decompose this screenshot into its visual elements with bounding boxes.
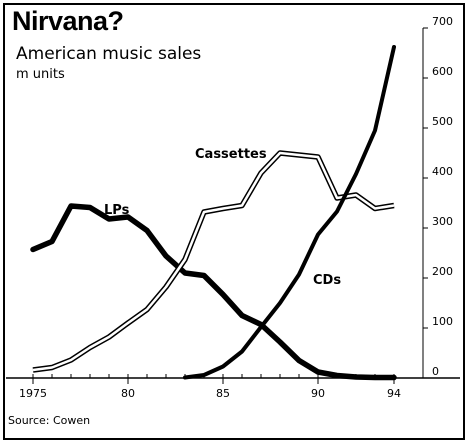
y-tick-label: 0 bbox=[432, 365, 439, 378]
y-tick-label: 600 bbox=[432, 65, 453, 78]
x-tick-label: 80 bbox=[121, 387, 135, 400]
series-line-cassettes-outer bbox=[32, 150, 395, 373]
series-line-cassettes-inner bbox=[32, 151, 395, 372]
y-ticks: 0 100 200 300 400 500 600 700 bbox=[423, 15, 453, 379]
series-cassettes bbox=[32, 150, 395, 373]
series-labels: LPs Cassettes CDs bbox=[104, 147, 341, 288]
y-axis-units: m units bbox=[16, 67, 65, 82]
series-cds bbox=[183, 45, 396, 380]
series-layer bbox=[30, 45, 397, 381]
y-tick-label: 100 bbox=[432, 315, 453, 328]
x-tick-label: 90 bbox=[311, 387, 325, 400]
chart-subtitle: American music sales bbox=[16, 44, 202, 64]
series-line-lps bbox=[30, 203, 397, 381]
y-tick-label: 700 bbox=[432, 15, 453, 28]
y-tick-label: 400 bbox=[432, 165, 453, 178]
y-tick-label: 200 bbox=[432, 265, 453, 278]
axes bbox=[6, 28, 460, 379]
y-tick-label: 500 bbox=[432, 115, 453, 128]
series-lps bbox=[30, 203, 397, 381]
x-tick-label: 85 bbox=[216, 387, 230, 400]
x-tick-label: 1975 bbox=[19, 387, 47, 400]
y-tick-label: 300 bbox=[432, 215, 453, 228]
series-label-lps: LPs bbox=[104, 203, 130, 218]
series-label-cassettes: Cassettes bbox=[195, 147, 267, 162]
chart-title: Nirvana? bbox=[12, 6, 124, 36]
series-label-cds: CDs bbox=[313, 273, 341, 288]
x-tick-label: 94 bbox=[387, 387, 401, 400]
series-line-cds bbox=[183, 45, 396, 380]
chart-source: Source: Cowen bbox=[8, 414, 91, 427]
